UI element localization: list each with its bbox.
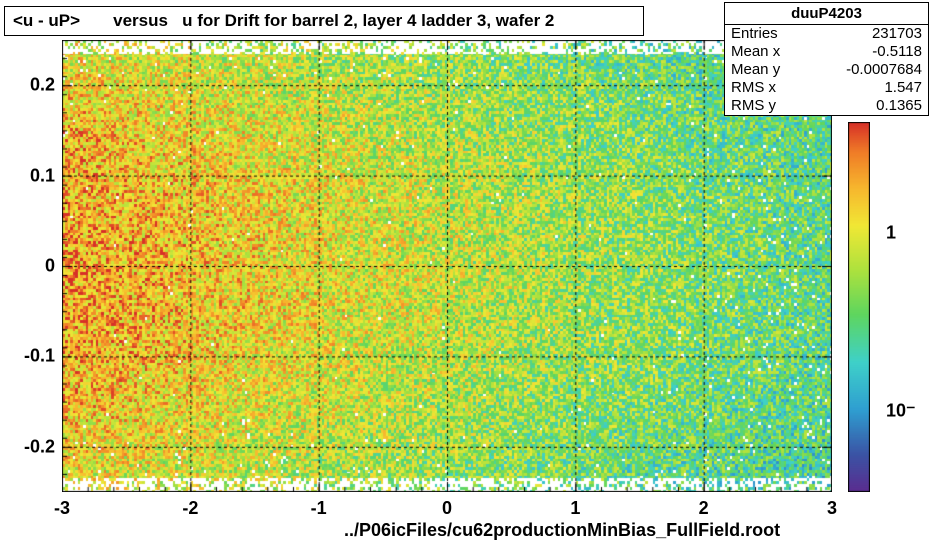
- colorbar-tick-label: 10⁻: [886, 400, 916, 421]
- stats-row-label: RMS x: [731, 79, 776, 97]
- stats-row-value: 1.547: [884, 79, 922, 97]
- stats-rows: Entries 231703 Mean x -0.5118 Mean y -0.00076…: [725, 25, 928, 115]
- stats-row-label: Entries: [731, 25, 778, 43]
- stats-row: Mean y -0.0007684: [725, 61, 928, 79]
- stats-row: Entries 231703: [725, 25, 928, 43]
- root-plot: <u - uP> versus u for Drift for barrel 2…: [0, 0, 933, 546]
- y-tick-label: 0.2: [5, 75, 55, 96]
- stats-row: RMS x 1.547: [725, 79, 928, 97]
- x-tick-label: -3: [54, 498, 70, 519]
- x-tick-label: -2: [182, 498, 198, 519]
- plot-title: <u - uP> versus u for Drift for barrel 2…: [13, 11, 554, 31]
- colorbar: [848, 122, 870, 492]
- x-tick-label: -1: [311, 498, 327, 519]
- stats-row-value: 0.1365: [876, 97, 922, 115]
- y-tick-label: -0.2: [5, 436, 55, 457]
- y-tick-label: 0.1: [5, 165, 55, 186]
- stats-hist-name: duuP4203: [725, 3, 928, 25]
- x-tick-label: 0: [442, 498, 452, 519]
- x-tick-label: 1: [570, 498, 580, 519]
- stats-row-value: -0.0007684: [846, 61, 922, 79]
- stats-row-value: -0.5118: [872, 43, 922, 61]
- y-tick-label: 0: [5, 256, 55, 277]
- plot-area: [62, 40, 832, 492]
- stats-row: Mean x -0.5118: [725, 43, 928, 61]
- plot-title-box: <u - uP> versus u for Drift for barrel 2…: [4, 6, 644, 36]
- stats-row: RMS y 0.1365: [725, 97, 928, 115]
- file-path-label: ../P06icFiles/cu62productionMinBias_Full…: [344, 520, 780, 541]
- stats-row-label: Mean x: [731, 43, 780, 61]
- x-tick-label: 2: [699, 498, 709, 519]
- stats-box: duuP4203 Entries231703Mean x-0.5118Mean …: [724, 2, 929, 116]
- y-tick-label: -0.1: [5, 346, 55, 367]
- stats-row-value: 231703: [872, 25, 922, 43]
- stats-row-label: Mean y: [731, 61, 780, 79]
- colorbar-canvas: [848, 122, 870, 492]
- heatmap-canvas: [62, 40, 832, 492]
- x-tick-label: 3: [827, 498, 837, 519]
- colorbar-tick-label: 1: [886, 223, 896, 244]
- stats-row-label: RMS y: [731, 97, 776, 115]
